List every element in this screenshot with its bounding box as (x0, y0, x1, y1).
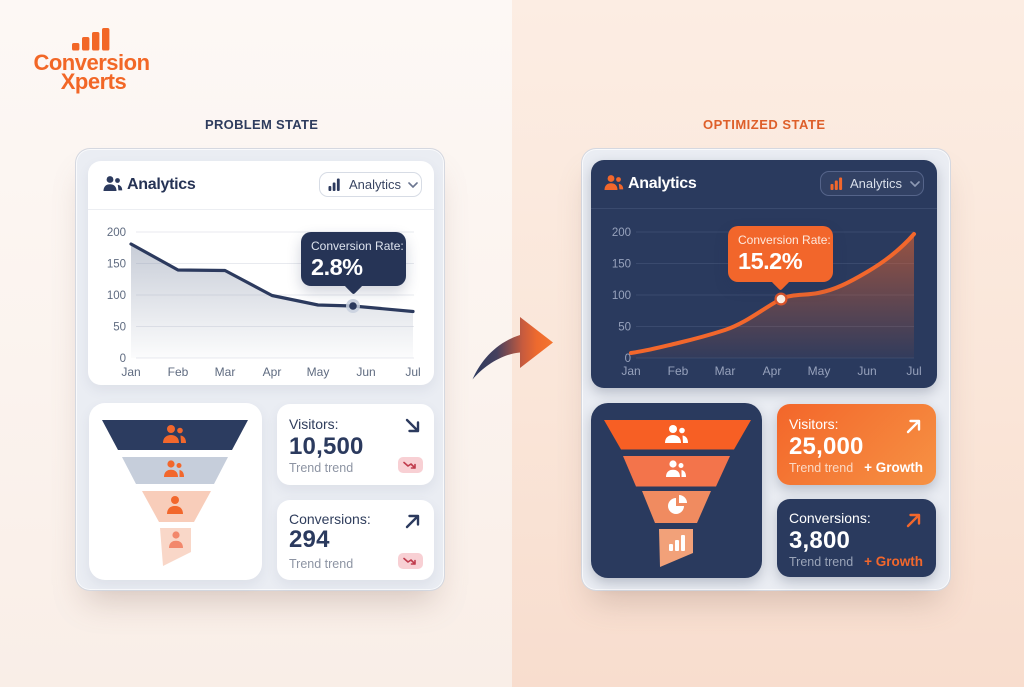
svg-text:Mar: Mar (215, 365, 236, 379)
svg-text:Jul: Jul (906, 364, 921, 378)
svg-text:Jun: Jun (857, 364, 876, 378)
svg-text:50: 50 (113, 322, 126, 334)
svg-text:Apr: Apr (263, 365, 282, 379)
svg-text:Feb: Feb (168, 365, 189, 379)
svg-text:Apr: Apr (763, 364, 782, 378)
svg-text:Mar: Mar (715, 364, 736, 378)
svg-text:100: 100 (612, 290, 631, 302)
svg-text:100: 100 (107, 290, 126, 302)
svg-text:150: 150 (107, 259, 126, 271)
svg-text:200: 200 (107, 227, 126, 239)
svg-text:Feb: Feb (668, 364, 689, 378)
svg-text:150: 150 (612, 259, 631, 271)
svg-text:50: 50 (618, 322, 631, 334)
svg-text:May: May (808, 364, 831, 378)
svg-text:200: 200 (612, 227, 631, 239)
svg-text:Jul: Jul (405, 365, 420, 379)
svg-text:Jan: Jan (621, 364, 640, 378)
svg-text:May: May (307, 365, 330, 379)
svg-text:0: 0 (120, 353, 126, 365)
svg-text:Jun: Jun (356, 365, 375, 379)
svg-text:0: 0 (625, 353, 631, 365)
svg-text:Jan: Jan (121, 365, 140, 379)
